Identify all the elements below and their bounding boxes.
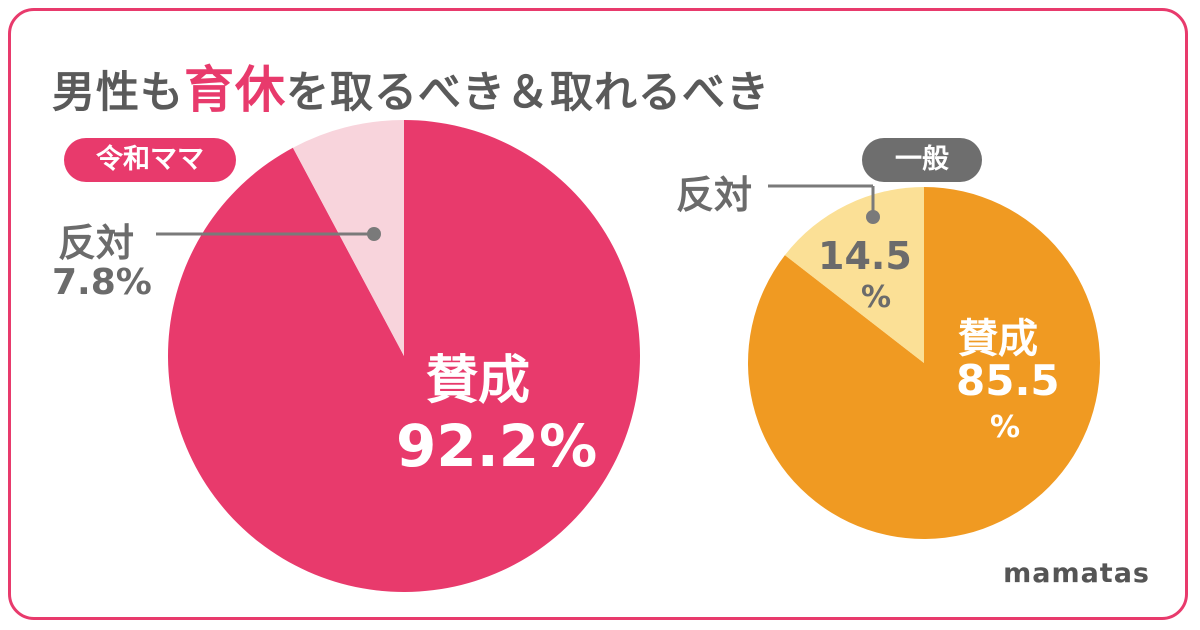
agree-value-reiwa-mama: 92.2%: [396, 412, 598, 480]
oppose-slice: [292, 120, 404, 356]
badge-reiwa-mama: 令和ママ: [64, 138, 236, 182]
oppose-unit-general: %: [861, 280, 892, 315]
pie-chart-reiwa-mama: [167, 120, 640, 592]
oppose-slice: [784, 187, 924, 363]
oppose-value-general: 14.5: [818, 234, 912, 278]
oppose-value-reiwa-mama: 7.8%: [52, 262, 152, 303]
oppose-label-reiwa-mama: 反対: [58, 221, 135, 265]
agree-label-general: 賛成: [958, 316, 1038, 362]
leader-lines: [156, 184, 880, 241]
title-part-1: 男性も: [52, 68, 184, 118]
badge-general: 一般: [862, 138, 982, 182]
title-part-2: を取るべき＆取れるべき: [286, 68, 770, 118]
chart-title: 男性も育休を取るべき＆取れるべき: [52, 50, 770, 122]
brand-logo: mamatas: [1003, 558, 1150, 589]
agree-slice: [167, 120, 640, 592]
pie-chart-general: [748, 187, 1100, 539]
agree-value-general: 85.5: [956, 356, 1060, 405]
oppose-label-general: 反対: [676, 173, 753, 217]
title-highlight: 育休: [184, 61, 286, 119]
agree-unit-general: %: [990, 410, 1021, 445]
agree-label-reiwa-mama: 賛成: [426, 351, 531, 411]
